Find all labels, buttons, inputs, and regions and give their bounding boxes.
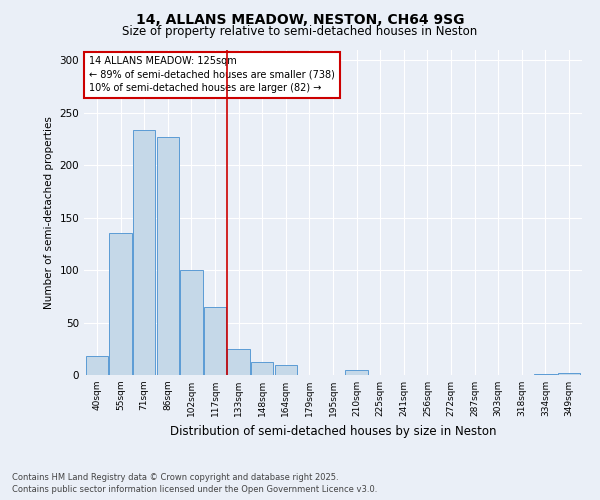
Bar	[275, 364, 297, 375]
Bar	[133, 130, 155, 375]
Bar	[558, 373, 580, 375]
Bar	[227, 349, 250, 375]
Bar	[109, 234, 132, 375]
Text: Contains HM Land Registry data © Crown copyright and database right 2025.: Contains HM Land Registry data © Crown c…	[12, 472, 338, 482]
Text: Size of property relative to semi-detached houses in Neston: Size of property relative to semi-detach…	[122, 25, 478, 38]
Text: 14, ALLANS MEADOW, NESTON, CH64 9SG: 14, ALLANS MEADOW, NESTON, CH64 9SG	[136, 12, 464, 26]
Bar	[157, 137, 179, 375]
Bar	[180, 270, 203, 375]
Text: 14 ALLANS MEADOW: 125sqm
← 89% of semi-detached houses are smaller (738)
10% of : 14 ALLANS MEADOW: 125sqm ← 89% of semi-d…	[89, 56, 335, 93]
Bar	[204, 307, 226, 375]
Bar	[534, 374, 557, 375]
Bar	[251, 362, 274, 375]
Bar	[346, 370, 368, 375]
Text: Contains public sector information licensed under the Open Government Licence v3: Contains public sector information licen…	[12, 485, 377, 494]
X-axis label: Distribution of semi-detached houses by size in Neston: Distribution of semi-detached houses by …	[170, 424, 496, 438]
Y-axis label: Number of semi-detached properties: Number of semi-detached properties	[44, 116, 54, 309]
Bar	[86, 356, 108, 375]
